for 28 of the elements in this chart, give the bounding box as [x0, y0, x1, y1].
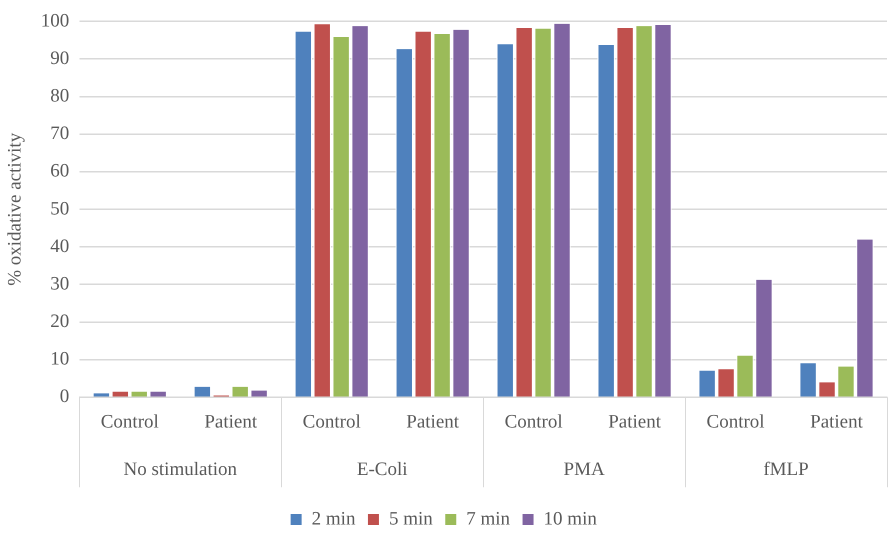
y-tick-label: 40	[50, 236, 70, 257]
legend-label: 2 min	[312, 508, 356, 530]
legend-label: 5 min	[388, 508, 434, 530]
x-tick-label: Control	[302, 412, 361, 433]
y-tick-label: 10	[50, 348, 70, 370]
text: No stimulation	[124, 459, 238, 480]
y-tick-label: 20	[50, 311, 70, 332]
x-tick-label: Patient	[608, 412, 662, 433]
y-tick-label: 0	[60, 386, 70, 408]
x-tick-label: Patient	[204, 412, 258, 433]
y-tick-label: 90	[50, 48, 70, 69]
legend-label: 7 min	[466, 508, 511, 530]
y-tick-label: 60	[50, 160, 70, 182]
x-tick-label: Control	[504, 412, 563, 433]
y-tick-label: 30	[50, 273, 70, 294]
y-tick-label: 70	[50, 123, 70, 144]
x-tick-label: Patient	[406, 412, 460, 433]
x-tick-label: Control	[706, 412, 765, 433]
legend-label: 10 min	[544, 508, 598, 530]
y-tick-label: 80	[50, 86, 70, 107]
text: PMA	[564, 459, 605, 480]
y-axis-title: % oxidative activity	[4, 132, 26, 286]
y-tick-label: 50	[50, 198, 70, 220]
x-tick-label: Patient	[810, 412, 864, 433]
text: fMLP	[763, 459, 809, 480]
text: E-Coli	[356, 459, 408, 480]
x-tick-label: Control	[100, 412, 159, 433]
y-tick-label: 100	[40, 10, 70, 32]
